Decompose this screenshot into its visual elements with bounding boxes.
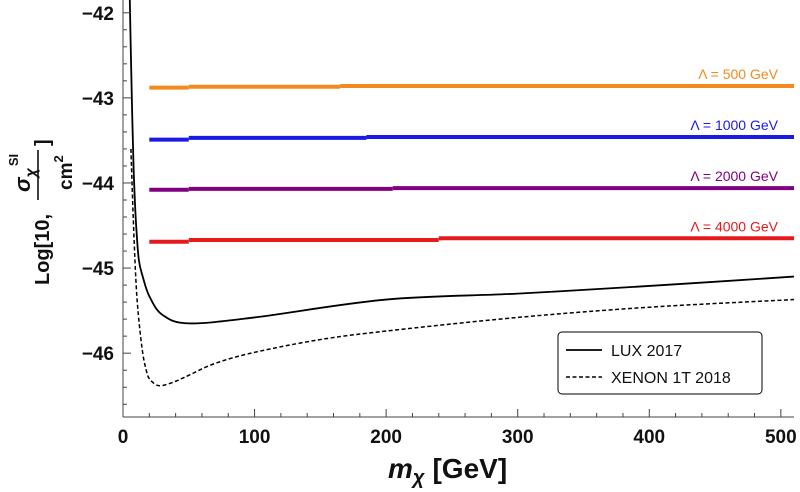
y-axis-superscript: SI — [6, 154, 21, 166]
x-axis-subscript: χ — [411, 467, 426, 489]
series-label-lambda-1000: Λ = 1000 GeV — [690, 117, 778, 133]
legend-label-xenon: XENON 1T 2018 — [611, 370, 731, 387]
y-axis-suffix: ] — [32, 139, 54, 146]
labels-layer: Λ = 500 GeV Λ = 1000 GeV Λ = 2000 GeV Λ = 4… — [690, 66, 778, 234]
x-axis-title: mχ [GeV] — [388, 453, 507, 489]
x-tick-label-200: 200 — [370, 427, 402, 448]
y-tick-label-m44: −44 — [82, 174, 115, 195]
x-tick-label-300: 300 — [502, 427, 534, 448]
legend: LUX 2017 XENON 1T 2018 — [557, 331, 763, 395]
svg-text:cm2: cm2 — [51, 155, 77, 190]
y-axis-prefix: Log[10, — [32, 214, 54, 285]
x-tick-label-400: 400 — [633, 427, 665, 448]
svg-text:σχSI: σχSI — [6, 154, 40, 192]
series-lambda-2000 — [149, 186, 794, 192]
limit-curve-lux-2017 — [128, 0, 794, 325]
y-axis-sigma: σ — [10, 176, 35, 192]
series-layer — [149, 83, 794, 244]
x-axis-symbol: m — [388, 453, 413, 484]
y-axis-subscript: χ — [23, 167, 40, 179]
x-axis-unit: [GeV] — [432, 453, 507, 484]
x-tick-label-0: 0 — [118, 427, 129, 448]
x-tick-label-100: 100 — [239, 427, 271, 448]
x-tick-label-500: 500 — [765, 427, 797, 448]
y-tick-label-m42: −42 — [82, 4, 114, 25]
svg-text:mχ[GeV]: mχ [GeV] — [388, 453, 507, 489]
series-label-lambda-2000: Λ = 2000 GeV — [690, 168, 778, 184]
y-axis-denominator-power: 2 — [51, 155, 66, 162]
y-axis-title: Log[10, σχSI cm2 ] — [6, 139, 77, 285]
series-lambda-4000 — [149, 236, 794, 244]
legend-box — [557, 331, 763, 395]
series-lambda-500 — [149, 83, 794, 90]
legend-label-lux: LUX 2017 — [611, 343, 682, 360]
series-lambda-1000 — [149, 135, 794, 142]
axes-layer: 0 100 200 300 400 500 −42 −43 −44 −45 −46 — [82, 0, 797, 448]
y-tick-label-m46: −46 — [82, 344, 114, 365]
limit-layer — [128, 0, 794, 387]
y-tick-label-m43: −43 — [82, 89, 114, 110]
limit-curve-xenon-1t-2018 — [130, 148, 794, 387]
series-label-lambda-500: Λ = 500 GeV — [698, 66, 778, 82]
y-axis-denominator: cm — [56, 163, 77, 190]
series-label-lambda-4000: Λ = 4000 GeV — [690, 218, 778, 234]
y-tick-label-m45: −45 — [82, 259, 115, 280]
